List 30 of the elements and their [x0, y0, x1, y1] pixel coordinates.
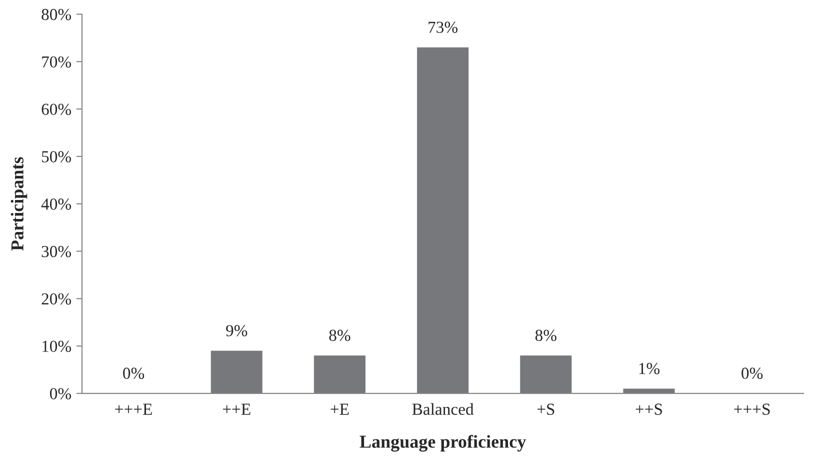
bar — [417, 47, 469, 394]
x-tick-label: +E — [330, 404, 349, 415]
data-label: 73% — [428, 22, 458, 33]
data-label: 1% — [639, 362, 660, 374]
x-tick-label: +++S — [734, 404, 770, 415]
y-tick-label: 50% — [42, 151, 72, 162]
x-axis-title: Language proficiency — [360, 434, 526, 452]
bar — [314, 356, 366, 394]
data-label: 9% — [226, 325, 248, 336]
y-tick-label: 0% — [50, 388, 72, 400]
y-tick-label: 80% — [42, 8, 72, 20]
x-tick-label: +++E — [115, 404, 152, 415]
y-tick-label: 60% — [42, 104, 72, 116]
data-label: 0% — [123, 368, 144, 379]
y-tick-label: 70% — [42, 56, 72, 68]
data-label: 8% — [329, 330, 350, 342]
y-tick-label: 40% — [41, 198, 72, 210]
data-label: 0% — [742, 368, 763, 379]
bar — [210, 350, 262, 394]
x-tick-label: Balanced — [412, 403, 474, 415]
bar — [520, 356, 572, 394]
y-axis-title: Participants — [10, 157, 28, 251]
bar — [623, 388, 675, 394]
y-tick-label: 10% — [42, 340, 72, 352]
y-tick-label: 20% — [42, 293, 72, 305]
x-tick-label: ++E — [222, 404, 250, 415]
x-tick-label: +S — [537, 404, 554, 415]
data-label: 8% — [535, 330, 556, 342]
y-tick-label: 30% — [42, 246, 72, 258]
x-tick-label: ++S — [636, 404, 662, 415]
